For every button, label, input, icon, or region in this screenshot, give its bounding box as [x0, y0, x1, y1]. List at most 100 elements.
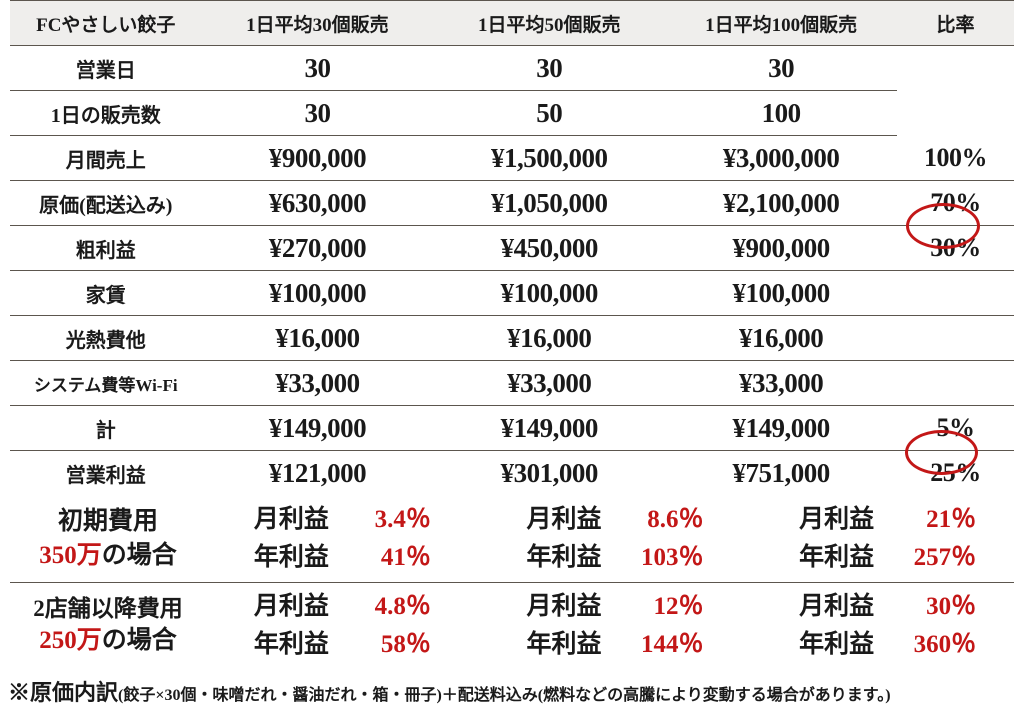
cell-value: 30 — [202, 91, 434, 136]
yield-value: 58％ — [341, 626, 431, 664]
yield-value: 30％ — [886, 588, 976, 626]
ratio-value — [897, 361, 1014, 406]
table-row: 営業日303030 — [10, 46, 1014, 91]
cell-value: ¥100,000 — [202, 271, 434, 316]
yield-label: 年利益 — [799, 626, 874, 664]
footnote-prefix: ※原価内訳 — [8, 680, 118, 705]
yield-label: 年利益 — [799, 539, 874, 577]
ratio-value — [897, 316, 1014, 361]
cell-value: 50 — [433, 91, 665, 136]
row-label: 光熱費他 — [10, 316, 202, 361]
yield-left-title-2: 2店舗以降費用 — [10, 593, 206, 624]
footnote-middle: (餃子×30個・味噌だれ・醤油だれ・箱・冊子)＋配送料込み — [118, 687, 538, 704]
cell-value: ¥16,000 — [202, 316, 434, 361]
cell-value: ¥33,000 — [433, 361, 665, 406]
yield-suffix-2: の場合 — [102, 627, 177, 654]
yield-yearly: 年利益 41％ — [206, 539, 479, 577]
yield-monthly: 月利益8.6％ — [479, 501, 752, 539]
yield-monthly: 月利益 3.4％ — [206, 501, 479, 539]
yield-label: 月利益 — [799, 501, 874, 539]
table-row: 1日の販売数3050100 — [10, 91, 1014, 136]
ratio-header: 比率 — [897, 1, 1014, 46]
yield-suffix-1: の場合 — [102, 542, 177, 569]
yield-value: 257％ — [886, 539, 976, 577]
yield-label: 月利益 — [254, 501, 329, 539]
yield-value: 41％ — [341, 539, 431, 577]
ratio-value: 30% — [897, 226, 1014, 271]
yield-value: 3.4％ — [341, 501, 431, 539]
footnote-suffix: (燃料などの高騰により変動する場合があります。) — [538, 687, 891, 704]
yield-column: 月利益 4.8％年利益58％ — [206, 588, 479, 663]
cell-value: ¥900,000 — [665, 226, 897, 271]
cell-value: ¥751,000 — [665, 451, 897, 496]
table-row: 粗利益¥270,000¥450,000¥900,00030% — [10, 226, 1014, 271]
table-row: システム費等Wi-Fi¥33,000¥33,000¥33,000 — [10, 361, 1014, 406]
row-label: 月間売上 — [10, 136, 202, 181]
yield-block-second: 2店舗以降費用 250万の場合 月利益4.8％年利益58％月利益12％年利益14… — [10, 583, 1024, 669]
yield-value: 103％ — [614, 539, 704, 577]
cell-value: ¥2,100,000 — [665, 181, 897, 226]
ratio-value: 70% — [897, 181, 1014, 226]
cell-value: ¥270,000 — [202, 226, 434, 271]
yield-value: 21％ — [886, 501, 976, 539]
yield-label: 月利益 — [799, 588, 874, 626]
yield-label: 月利益 — [527, 501, 602, 539]
table-row: 営業利益¥121,000¥301,000¥751,00025% — [10, 451, 1014, 496]
yield-left-second: 2店舗以降費用 250万の場合 — [10, 593, 206, 658]
cell-value: ¥16,000 — [665, 316, 897, 361]
cell-value: ¥33,000 — [665, 361, 897, 406]
table-row: 光熱費他¥16,000¥16,000¥16,000 — [10, 316, 1014, 361]
footnote: ※原価内訳(餃子×30個・味噌だれ・醤油だれ・箱・冊子)＋配送料込み(燃料などの… — [8, 675, 891, 707]
ratio-value: 5% — [897, 406, 1014, 451]
row-label: 1日の販売数 — [10, 91, 202, 136]
row-label: 営業利益 — [10, 451, 202, 496]
cell-value: ¥100,000 — [665, 271, 897, 316]
yield-block-initial: 初期費用 350万の場合 月利益3.4％年利益41％月利益8.6％年利益103％… — [10, 496, 1024, 582]
yield-column: 月利益8.6％年利益103％ — [479, 501, 752, 576]
yield-yearly: 年利益 360％ — [751, 626, 1024, 664]
yield-yearly: 年利益 257％ — [751, 539, 1024, 577]
yield-yearly: 年利益 144％ — [479, 626, 752, 664]
col-header-3: 1日平均100個販売 — [665, 1, 897, 46]
table-row: 計¥149,000¥149,000¥149,0005% — [10, 406, 1014, 451]
yield-value: 360％ — [886, 626, 976, 664]
table-row: 原価(配送込み)¥630,000¥1,050,000¥2,100,00070% — [10, 181, 1014, 226]
ratio-value — [897, 271, 1014, 316]
yield-amount-2: 250万 — [39, 627, 102, 654]
cell-value: ¥100,000 — [433, 271, 665, 316]
row-label: 計 — [10, 406, 202, 451]
cell-value: ¥301,000 — [433, 451, 665, 496]
cell-value: ¥149,000 — [433, 406, 665, 451]
yield-value: 12％ — [614, 588, 704, 626]
yield-column: 月利益 30％ 年利益 360％ — [751, 588, 1024, 663]
yield-label: 年利益 — [254, 539, 329, 577]
yield-label: 月利益 — [254, 588, 329, 626]
yield-monthly: 月利益 12％ — [479, 588, 752, 626]
yield-monthly: 月利益 21％ — [751, 501, 1024, 539]
ratio-value: 25% — [897, 451, 1014, 496]
yield-monthly: 月利益 4.8％ — [206, 588, 479, 626]
yield-value: 4.8％ — [341, 588, 431, 626]
yield-label: 月利益 — [527, 588, 602, 626]
ratio-value: 100% — [897, 136, 1014, 181]
table-row: 月間売上¥900,000¥1,500,000¥3,000,000100% — [10, 136, 1014, 181]
yield-yearly: 年利益58％ — [206, 626, 479, 664]
row-label: 原価(配送込み) — [10, 181, 202, 226]
row-label: 粗利益 — [10, 226, 202, 271]
yield-column: 月利益 3.4％ 年利益 41％ — [206, 501, 479, 576]
yield-left-title: 初期費用 — [10, 505, 206, 539]
yield-monthly: 月利益 30％ — [751, 588, 1024, 626]
row-label: 家賃 — [10, 271, 202, 316]
row-label: システム費等Wi-Fi — [10, 361, 202, 406]
cell-value: ¥16,000 — [433, 316, 665, 361]
cell-value: ¥121,000 — [202, 451, 434, 496]
cell-value: ¥450,000 — [433, 226, 665, 271]
cell-value: ¥1,500,000 — [433, 136, 665, 181]
yield-value: 144％ — [614, 626, 704, 664]
cell-value: ¥3,000,000 — [665, 136, 897, 181]
col-header-1: 1日平均30個販売 — [202, 1, 434, 46]
cell-value: 30 — [665, 46, 897, 91]
cell-value: 100 — [665, 91, 897, 136]
yield-label: 年利益 — [527, 626, 602, 664]
pricing-table: FCやさしい餃子 1日平均30個販売 1日平均50個販売 1日平均100個販売 … — [10, 0, 1014, 496]
